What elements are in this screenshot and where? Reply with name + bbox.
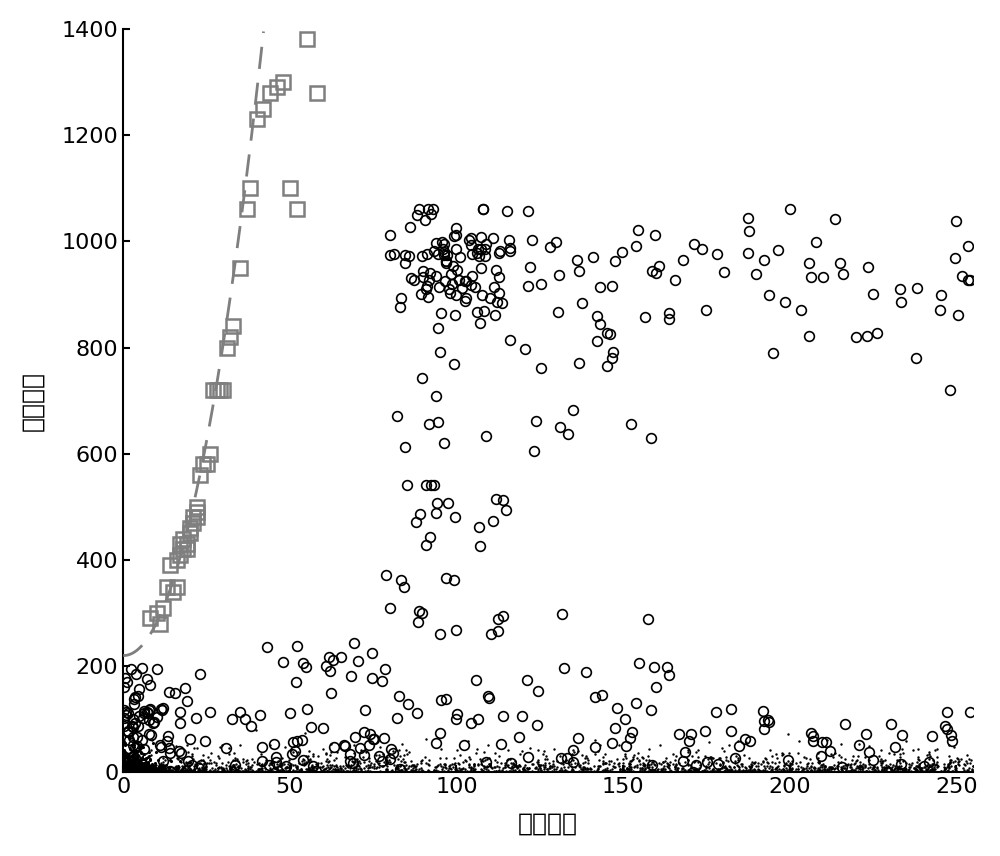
- Y-axis label: 局部梯度: 局部梯度: [21, 371, 45, 431]
- X-axis label: 局部均值: 局部均值: [518, 811, 578, 835]
